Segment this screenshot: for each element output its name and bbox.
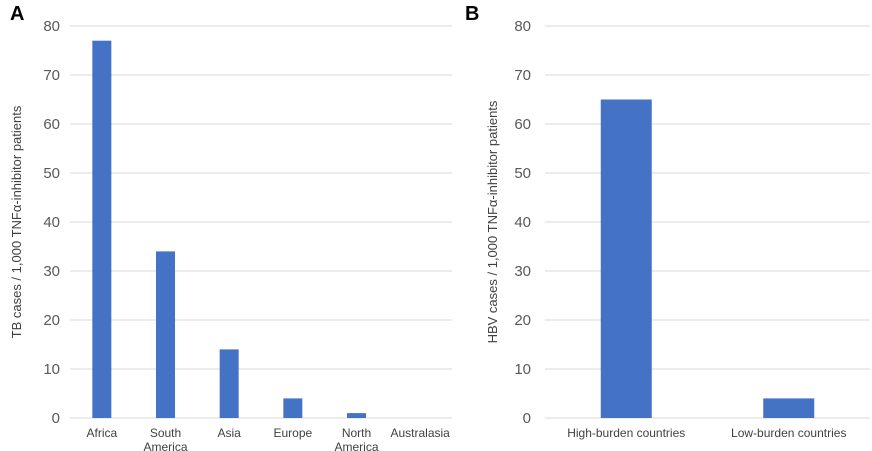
panel-a-bar-0 <box>92 40 112 418</box>
panel-a-bar-1 <box>156 251 175 418</box>
panel-a-category-label-4: North America <box>334 426 378 451</box>
panel-b-y-tick-70: 70 <box>514 67 531 84</box>
panel-b-bar-0 <box>600 99 652 418</box>
panel-b-bar-1 <box>763 398 815 418</box>
panel-a-y-tick-10: 10 <box>43 361 60 378</box>
panel-b-y-tick-0: 0 <box>523 410 531 427</box>
panel-a-category-label-2: Asia <box>217 426 241 440</box>
panel-b-y-tick-60: 60 <box>514 116 531 133</box>
panel-b-chart: B 0 10 20 30 40 50 60 70 80 High-burden countrie… <box>465 3 870 440</box>
panel-b-gridlines <box>545 25 870 419</box>
panel-a-chart: A 0 10 20 30 40 50 60 70 80 Africa South America As… <box>9 3 452 451</box>
panel-a-category-labels: Africa South America Asia Europe North America… <box>86 426 450 451</box>
panel-b-category-label-0: High-burden countries <box>567 426 685 440</box>
panel-a-y-tick-0: 0 <box>52 410 60 427</box>
panel-a-gridlines <box>70 25 452 419</box>
panel-b-label: B <box>465 3 479 25</box>
panel-a-y-tick-60: 60 <box>43 116 60 133</box>
panel-a-label: A <box>10 3 24 25</box>
panel-a-y-tick-40: 40 <box>43 214 60 231</box>
panel-a-y-tick-20: 20 <box>43 312 60 329</box>
panel-b-y-tick-50: 50 <box>514 165 531 182</box>
panel-a-category-label-5: Australasia <box>390 426 450 440</box>
panel-a-y-tick-labels: 0 10 20 30 40 50 60 70 80 <box>43 18 60 427</box>
panel-b-y-tick-20: 20 <box>514 312 531 329</box>
panel-a-category-label-3: Europe <box>273 426 312 440</box>
panel-a-bar-4 <box>347 413 366 418</box>
panel-a-bar-3 <box>283 398 303 418</box>
panel-b-y-tick-30: 30 <box>514 263 531 280</box>
panel-b-bars <box>600 99 815 418</box>
panel-a-y-tick-50: 50 <box>43 165 60 182</box>
panel-a-y-tick-30: 30 <box>43 263 60 280</box>
panel-a-category-label-0: Africa <box>86 426 117 440</box>
panel-b-y-tick-80: 80 <box>514 18 531 35</box>
panel-b-category-labels: High-burden countries Low-burden countrie… <box>567 426 846 440</box>
panel-a-y-tick-80: 80 <box>43 18 60 35</box>
panel-b-category-label-1: Low-burden countries <box>731 426 846 440</box>
panel-b-y-tick-10: 10 <box>514 361 531 378</box>
panel-a-bars <box>92 40 366 418</box>
panel-b-y-tick-40: 40 <box>514 214 531 231</box>
panel-b-y-tick-labels: 0 10 20 30 40 50 60 70 80 <box>514 18 531 427</box>
panel-b-y-axis-title: HBV cases / 1,000 TNFα-inhibitor patient… <box>485 100 500 343</box>
panel-a-category-label-1: South America <box>143 426 187 451</box>
panel-a-y-axis-title: TB cases / 1,000 TNFα-inhibitor patients <box>9 105 24 338</box>
panel-a-y-tick-70: 70 <box>43 67 60 84</box>
panel-a-bar-2 <box>219 349 239 418</box>
